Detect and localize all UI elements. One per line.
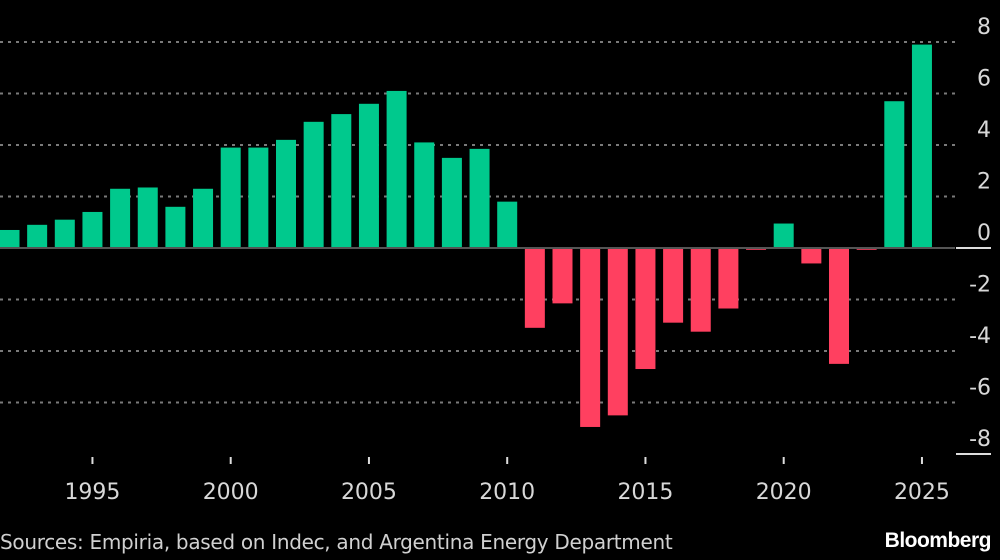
bar-2025 bbox=[911, 44, 932, 249]
x-tick-label: 2005 bbox=[341, 480, 397, 505]
y-tick-label: 8 bbox=[977, 15, 991, 40]
bar-2011 bbox=[524, 248, 545, 328]
y-tick-label: 6 bbox=[977, 67, 991, 92]
bar-1998 bbox=[165, 206, 186, 248]
bar-2008 bbox=[441, 157, 462, 248]
bar-2007 bbox=[414, 142, 435, 248]
y-tick-label: -8 bbox=[969, 427, 991, 452]
y-axis-labels: 8 6 4 2 0 -2 -4 -6 -8 bbox=[969, 15, 991, 452]
bar-2024 bbox=[884, 101, 905, 248]
bar-1996 bbox=[110, 188, 131, 248]
bar-1995 bbox=[82, 211, 103, 248]
x-tick-label: 2020 bbox=[756, 480, 812, 505]
bar-2005 bbox=[358, 103, 379, 248]
x-tick-label: 2000 bbox=[203, 480, 259, 505]
bloomberg-logo: Bloomberg bbox=[884, 529, 992, 552]
source-note: Sources: Empiria, based on Indec, and Ar… bbox=[0, 530, 673, 554]
y-tick-label: -4 bbox=[969, 324, 991, 349]
x-tick-label: 2025 bbox=[894, 480, 950, 505]
bar-2010 bbox=[497, 201, 518, 248]
bar-2022 bbox=[829, 248, 849, 364]
y-tick-label: 0 bbox=[977, 221, 991, 246]
bar-2000 bbox=[220, 147, 241, 248]
bar-2020 bbox=[773, 223, 794, 248]
bar-2002 bbox=[276, 139, 296, 248]
x-axis-labels: 1995 2000 2005 2010 2015 2020 2025 bbox=[64, 457, 950, 505]
bar-1992 bbox=[0, 229, 20, 248]
bar-2012 bbox=[552, 248, 573, 304]
bar-1993 bbox=[27, 224, 48, 248]
bar-1997 bbox=[137, 187, 158, 248]
bar-2003 bbox=[303, 121, 324, 248]
bar-2014 bbox=[607, 248, 628, 416]
bar-2009 bbox=[469, 148, 490, 248]
bar-2015 bbox=[635, 248, 656, 370]
bar-2004 bbox=[331, 114, 352, 248]
x-tick-label: 1995 bbox=[64, 480, 120, 505]
bar-2021 bbox=[801, 248, 822, 264]
y-tick-label: -2 bbox=[969, 273, 991, 298]
bar-1994 bbox=[54, 219, 75, 248]
axes bbox=[0, 247, 991, 455]
x-tick-label: 2010 bbox=[479, 480, 535, 505]
bar-2017 bbox=[690, 248, 711, 332]
bar-2013 bbox=[580, 248, 601, 427]
x-tick-label: 2015 bbox=[617, 480, 673, 505]
bar-2006 bbox=[386, 90, 407, 248]
bars bbox=[0, 44, 932, 427]
bar-1999 bbox=[193, 188, 214, 248]
bar-2001 bbox=[248, 147, 269, 248]
bar-2016 bbox=[663, 248, 684, 323]
bar-2018 bbox=[718, 248, 739, 309]
y-tick-label: -6 bbox=[969, 376, 991, 401]
y-tick-label: 2 bbox=[977, 170, 991, 195]
y-tick-label: 4 bbox=[977, 118, 991, 143]
